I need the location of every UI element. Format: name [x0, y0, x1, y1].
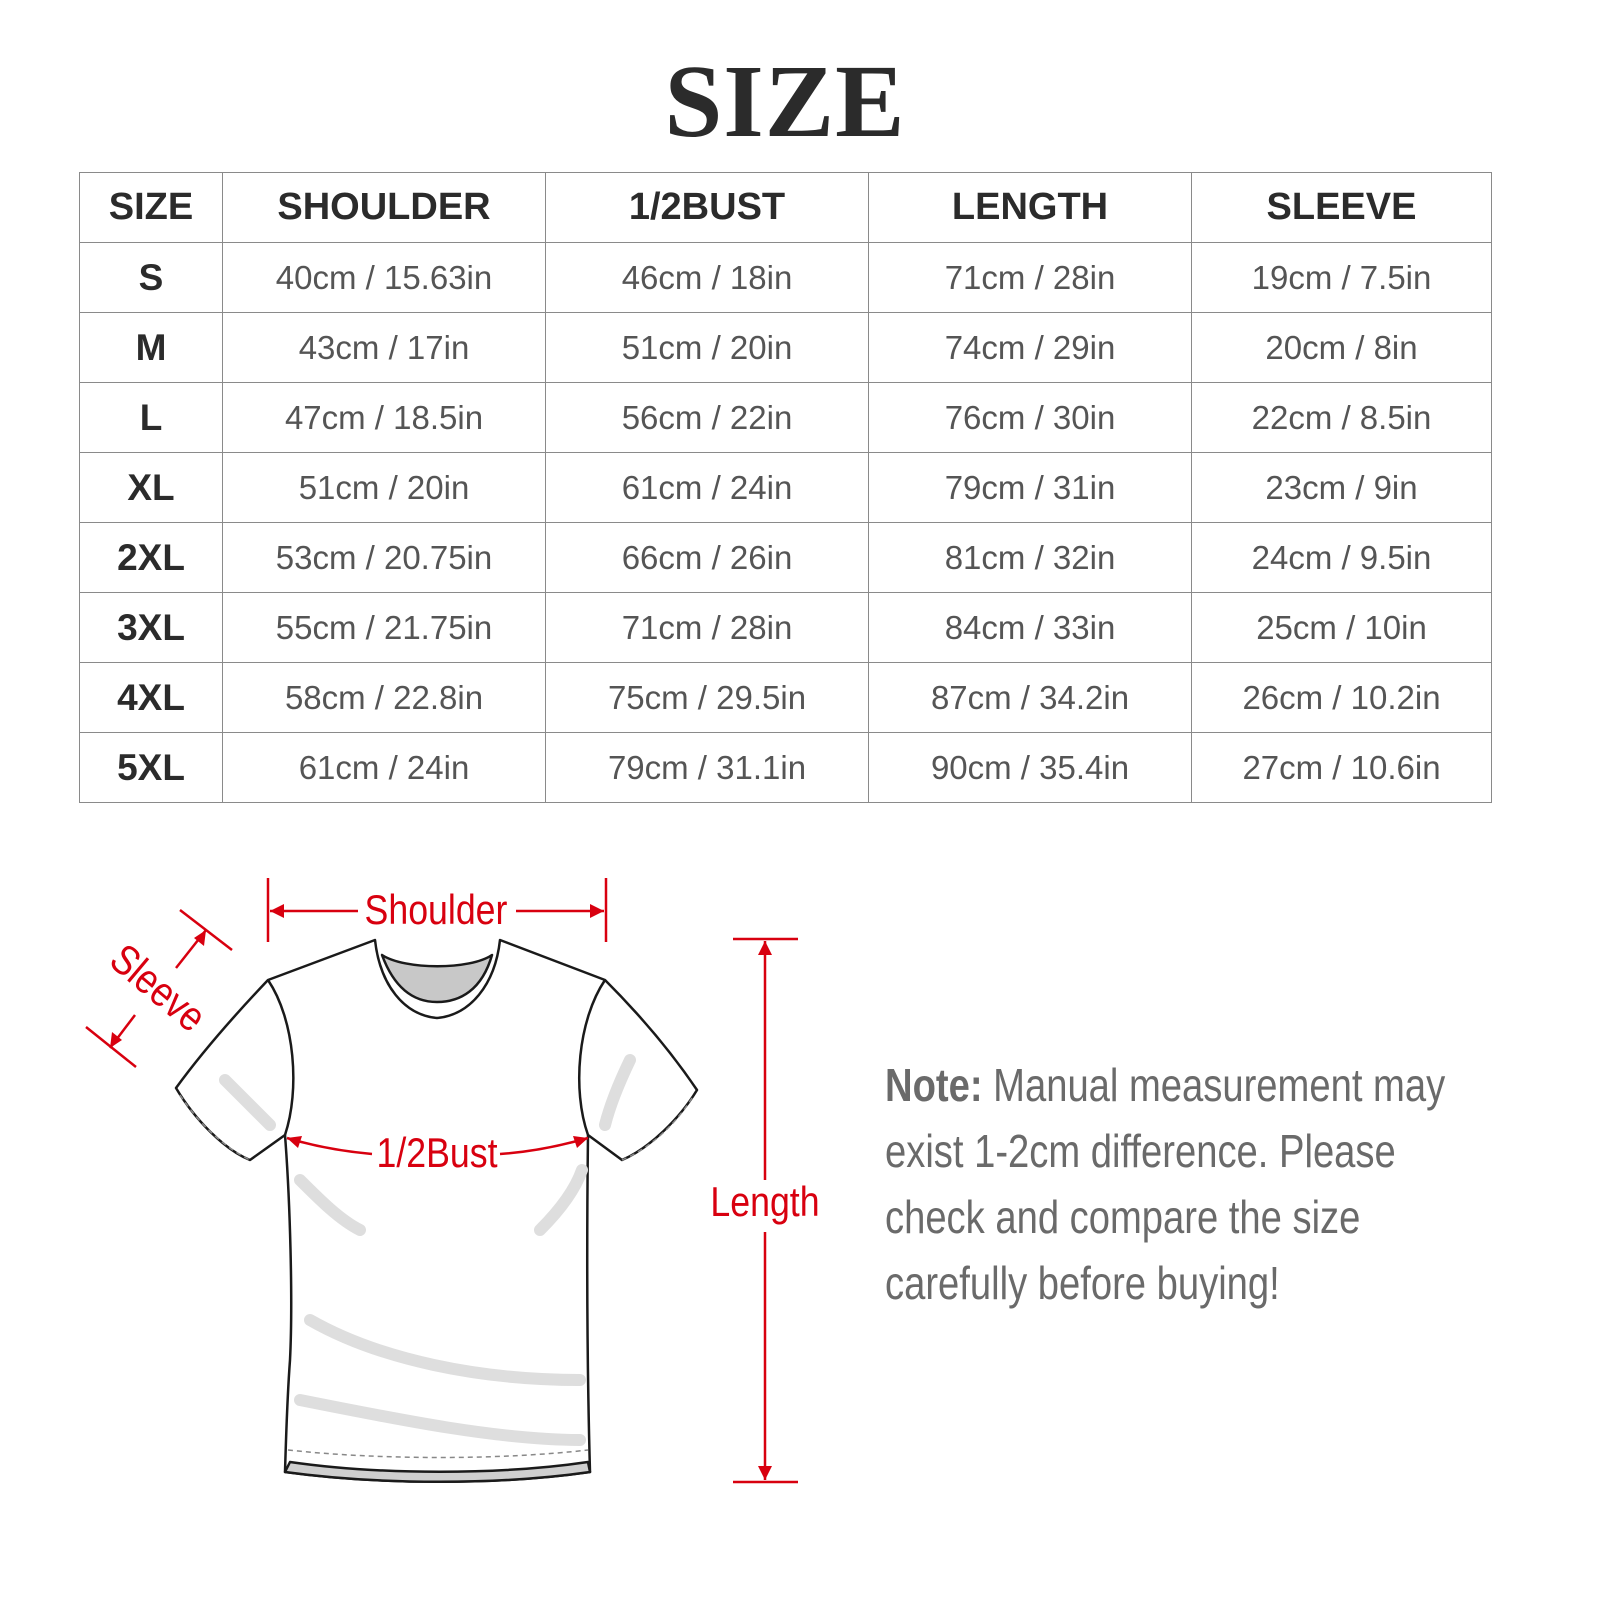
bust-label: 1/2Bust	[376, 1130, 497, 1176]
measurement-cell: 56cm / 22in	[545, 382, 869, 453]
measurement-cell: 22cm / 8.5in	[1191, 382, 1492, 453]
measurement-cell: 84cm / 33in	[868, 592, 1192, 663]
sleeve-label: Sleeve	[101, 936, 214, 1042]
measurement-annotations	[85, 878, 798, 1484]
table-header-row: SIZE SHOULDER 1/2BUST LENGTH SLEEVE	[79, 172, 1492, 243]
shoulder-label: Shoulder	[365, 887, 508, 933]
measurement-cell: 51cm / 20in	[222, 452, 546, 523]
note-line: exist 1-2cm difference. Please	[885, 1125, 1396, 1177]
measurement-cell: 75cm / 29.5in	[545, 662, 869, 733]
measurement-cell: 74cm / 29in	[868, 312, 1192, 383]
measurement-cell: 61cm / 24in	[545, 452, 869, 523]
table-row: 4XL 58cm / 22.8in 75cm / 29.5in 87cm / 34.2…	[79, 662, 1492, 733]
measurement-cell: 51cm / 20in	[545, 312, 869, 383]
measurement-cell: 27cm / 10.6in	[1191, 732, 1492, 803]
measurement-cell: 23cm / 9in	[1191, 452, 1492, 523]
size-cell: 3XL	[79, 592, 223, 663]
size-cell: L	[79, 382, 223, 453]
measurement-cell: 66cm / 26in	[545, 522, 869, 593]
note-text: Note: Manual measurement may exist 1-2cm…	[885, 1052, 1445, 1316]
measurement-cell: 53cm / 20.75in	[222, 522, 546, 593]
column-header: SIZE	[79, 172, 223, 243]
measurement-cell: 71cm / 28in	[545, 592, 869, 663]
size-table: SIZE SHOULDER 1/2BUST LENGTH SLEEVE S 40cm / …	[79, 172, 1492, 803]
measurement-cell: 81cm / 32in	[868, 522, 1192, 593]
measurement-cell: 71cm / 28in	[868, 242, 1192, 313]
column-header: LENGTH	[868, 172, 1192, 243]
measurement-cell: 55cm / 21.75in	[222, 592, 546, 663]
size-cell: S	[79, 242, 223, 313]
size-cell: XL	[79, 452, 223, 523]
measurement-cell: 43cm / 17in	[222, 312, 546, 383]
table-row: XL 51cm / 20in 61cm / 24in 79cm / 31in 23cm …	[79, 452, 1492, 523]
size-cell: M	[79, 312, 223, 383]
page-title: SIZE	[664, 44, 906, 159]
table-row: L 47cm / 18.5in 56cm / 22in 76cm / 30in 22cm…	[79, 382, 1492, 453]
tshirt-icon	[174, 938, 699, 1483]
measurement-cell: 24cm / 9.5in	[1191, 522, 1492, 593]
measurement-cell: 61cm / 24in	[222, 732, 546, 803]
note-label: Note:	[885, 1059, 983, 1111]
measurement-cell: 19cm / 7.5in	[1191, 242, 1492, 313]
measurement-cell: 90cm / 35.4in	[868, 732, 1192, 803]
measurement-cell: 46cm / 18in	[545, 242, 869, 313]
length-label: Length	[710, 1179, 819, 1225]
note-line: Manual measurement may	[982, 1059, 1446, 1111]
measurement-cell: 40cm / 15.63in	[222, 242, 546, 313]
measurement-cell: 25cm / 10in	[1191, 592, 1492, 663]
column-header: 1/2BUST	[545, 172, 869, 243]
table-row: S 40cm / 15.63in 46cm / 18in 71cm / 28in 19c…	[79, 242, 1492, 313]
measurement-cell: 58cm / 22.8in	[222, 662, 546, 733]
column-header: SLEEVE	[1191, 172, 1492, 243]
note-line: check and compare the size	[885, 1191, 1361, 1243]
table-row: 5XL 61cm / 24in 79cm / 31.1in 90cm / 35.4in…	[79, 732, 1492, 803]
note-line: carefully before buying!	[885, 1257, 1280, 1309]
measurement-cell: 20cm / 8in	[1191, 312, 1492, 383]
measurement-cell: 76cm / 30in	[868, 382, 1192, 453]
measurement-cell: 79cm / 31.1in	[545, 732, 869, 803]
table-row: 2XL 53cm / 20.75in 66cm / 26in 81cm / 32in 2…	[79, 522, 1492, 593]
table-row: M 43cm / 17in 51cm / 20in 74cm / 29in 20cm /…	[79, 312, 1492, 383]
measurement-cell: 26cm / 10.2in	[1191, 662, 1492, 733]
table-row: 3XL 55cm / 21.75in 71cm / 28in 84cm / 33in 2…	[79, 592, 1492, 663]
size-cell: 4XL	[79, 662, 223, 733]
size-cell: 5XL	[79, 732, 223, 803]
